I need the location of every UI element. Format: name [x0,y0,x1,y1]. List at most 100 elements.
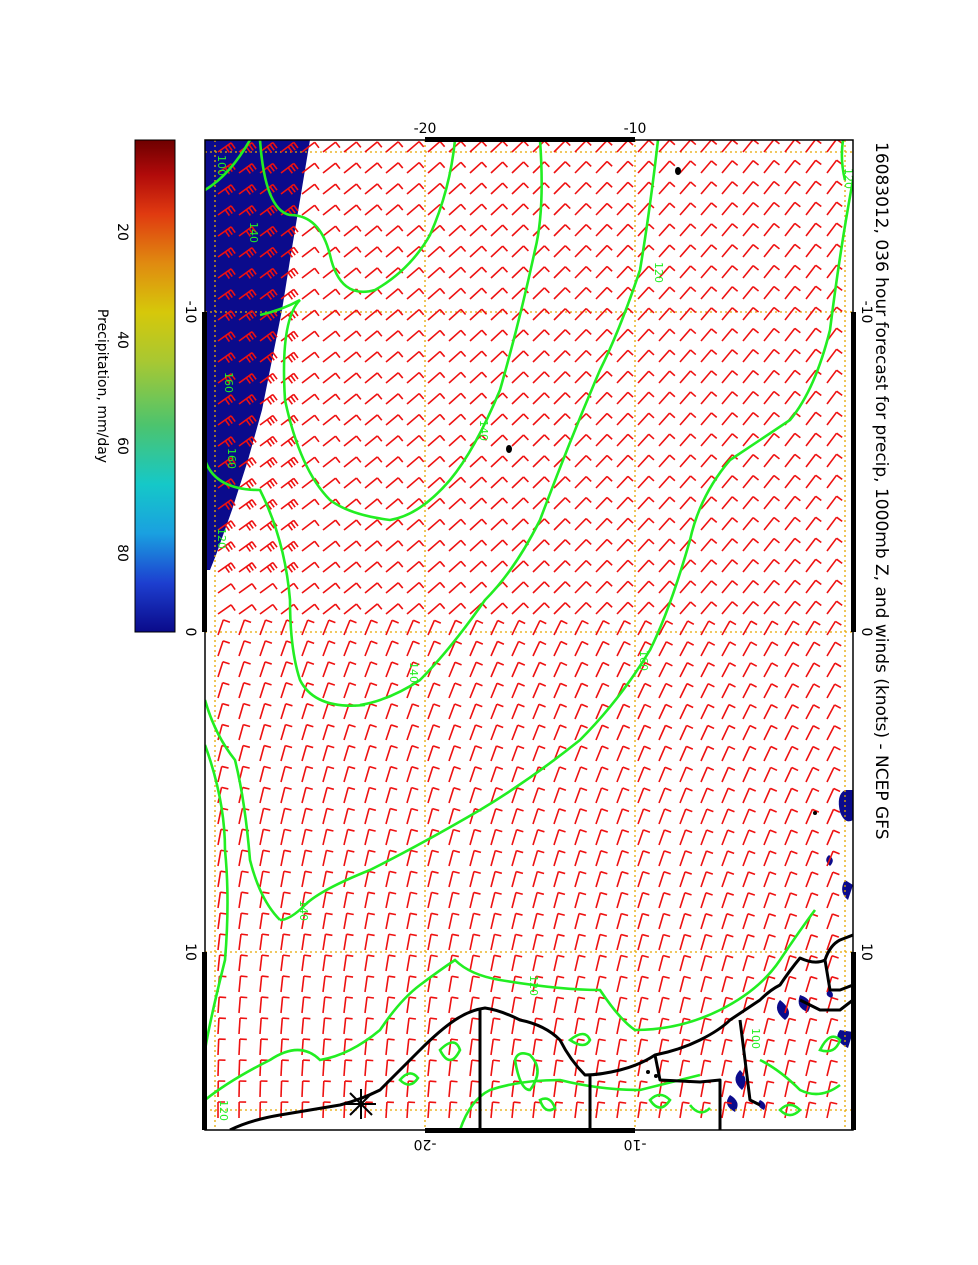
wind-barb-icon [511,413,529,426]
wind-barb-icon [679,724,694,741]
wind-barb-icon [406,560,425,573]
wind-barb-icon [280,540,299,552]
wind-barb-icon [826,348,843,363]
wind-barb-icon [364,246,383,258]
wind-barb-icon [259,1038,268,1056]
wind-barb-icon [700,496,718,510]
wind-barb-icon [784,766,799,783]
wind-barb-icon [805,641,821,657]
wind-barb-icon [490,161,509,174]
wind-barb-icon [532,602,550,615]
wind-barb-icon [364,682,378,699]
wind-barb-icon [427,476,446,489]
wind-barb-icon [574,244,592,258]
wind-barb-icon [406,724,420,741]
wind-barb-icon [826,620,842,636]
wind-barb-icon [427,602,446,615]
wind-barb-icon [721,871,735,888]
wind-barb-icon [322,414,341,426]
wind-barb-icon [658,265,676,279]
wind-barb-icon [427,912,439,930]
wind-barb-icon [217,268,236,280]
wind-barb-icon [301,891,312,909]
wind-barb-icon [364,183,383,195]
wind-barb-icon [490,245,509,258]
wind-barb-icon [490,1059,501,1077]
wind-barb-icon [742,348,760,363]
wind-barb-icon [490,891,502,909]
wind-barb-icon [448,766,461,783]
wind-barb-icon [238,310,257,321]
wind-barb-icon [238,415,257,426]
wind-barb-icon [616,1059,627,1077]
wind-barb-icon [259,225,278,237]
wind-barb-icon [553,933,565,951]
wind-barb-icon [385,786,398,804]
wind-barb-icon [679,850,693,867]
wind-barb-icon [805,432,822,447]
wind-barb-icon [511,350,529,363]
wind-barb-icon [763,432,780,447]
wind-barb-icon [406,287,425,300]
wind-barb-icon [700,580,718,594]
wind-barb-icon [700,433,718,447]
wind-barb-icon [217,520,236,532]
wind-barb-icon [616,954,628,972]
wind-barb-icon [259,204,278,216]
wind-barb-icon [406,912,418,930]
wind-barb-icon [553,476,571,489]
wind-barb-icon [658,1017,670,1035]
wind-barb-icon [343,561,362,573]
wind-barb-icon [343,435,362,447]
wind-barb-icon [280,1080,289,1098]
wind-barb-icon [595,724,609,741]
wind-barb-icon [616,454,634,468]
wind-barb-icon [532,954,544,972]
wind-barb-icon [490,703,504,720]
wind-barb-icon [595,496,613,510]
wind-barb-icon [532,371,550,384]
wind-barb-icon [805,243,822,258]
wind-barb-icon [511,619,526,636]
wind-barb-icon [343,498,362,510]
wind-barb-icon [679,412,697,426]
wind-barb-icon [322,225,341,237]
wind-barb-icon [364,477,383,489]
wind-barb-icon [595,181,613,195]
wind-barb-icon [616,601,634,615]
wind-barb-icon [616,870,629,888]
wind-barb-icon [532,849,545,867]
wind-barb-icon [721,850,735,867]
wind-barb-icon [826,808,841,825]
wind-barb-icon [658,496,676,510]
wind-barb-icon [532,808,545,825]
wind-barb-icon [259,975,269,993]
wind-barb-icon [343,828,355,846]
wind-barb-icon [658,559,676,573]
wind-barb-icon [280,561,299,573]
wind-barb-icon [763,745,778,762]
wind-barb-icon [784,1038,796,1056]
wind-barb-icon [595,601,613,615]
wind-barb-icon [448,224,467,237]
wind-barb-icon [280,519,299,531]
wind-barb-icon [805,766,820,783]
wind-barb-icon [301,456,320,468]
wind-barb-icon [784,306,801,321]
axis-left-label: -10 [182,301,198,324]
wind-barb-icon [385,1101,394,1119]
wind-barb-icon [742,850,756,867]
wind-barb-icon [343,661,357,678]
wind-barb-icon [301,682,314,699]
wind-barb-icon [574,640,589,657]
precip-patch [837,1030,853,1048]
wind-barb-icon [637,870,650,888]
wind-barb-icon [448,996,459,1014]
coastline-main [229,933,853,1130]
wind-barb-icon [406,975,417,993]
wind-barb-icon [448,413,467,426]
wind-barb-icon [406,996,417,1014]
wind-barb-icon [616,850,629,867]
wind-barb-icon [427,807,440,825]
wind-barb-icon [322,519,341,531]
